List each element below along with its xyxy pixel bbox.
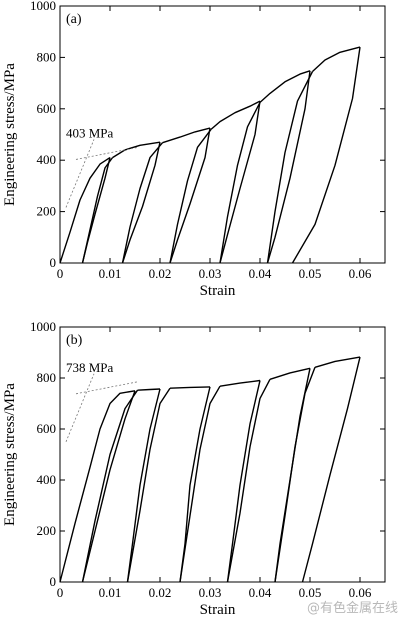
series-line-cycle-5-load [259, 70, 311, 103]
series-line-cycle-4-unload [226, 380, 261, 583]
panel-label: (b) [66, 333, 83, 348]
series-line-cycle-6-unload [291, 46, 361, 264]
x-tick-label: 0.04 [249, 266, 272, 281]
y-tick-label: 1000 [30, 0, 56, 13]
y-tick-label: 400 [37, 152, 57, 167]
series-line-cycle-1-load [59, 390, 136, 583]
x-tick-label: 0.03 [199, 585, 222, 600]
series-line-cycle-4-load [210, 100, 261, 130]
watermark: @有色金属在线 [307, 600, 398, 616]
y-tick-label: 200 [37, 204, 57, 219]
annotation-label: 403 MPa [66, 125, 114, 140]
annotation-line-2 [75, 147, 138, 160]
annotation-label: 738 MPa [66, 360, 114, 375]
panel-label: (a) [66, 12, 82, 27]
series-line-cycle-6-load [312, 46, 361, 73]
series-line-cycle-6-unload [301, 356, 361, 583]
x-tick-label: 0.05 [299, 585, 322, 600]
series-line-cycle-5-reload [266, 71, 314, 264]
panel-b: 0 0.01 0.02 0.03 0.04 0.05 0.06 0 200 400 600 800 10… [2, 319, 386, 618]
series-line-cycle-1-reload [81, 389, 139, 583]
series-line-cycle-2-reload [126, 387, 171, 583]
x-tick-label: 0.02 [149, 266, 172, 281]
x-tick-label: 0.04 [249, 585, 272, 600]
x-tick-label: 0.01 [99, 266, 122, 281]
series-line-cycle-5-unload [266, 70, 311, 264]
annotation-line-1 [65, 139, 95, 208]
y-tick-label: 0 [50, 574, 57, 589]
x-tick-label: 0.05 [299, 266, 322, 281]
x-axis-label: Strain [200, 283, 236, 299]
y-tick-label: 800 [37, 370, 57, 385]
series-line-cycle-3-load [169, 386, 211, 389]
x-tick-label: 0.06 [349, 266, 372, 281]
series-line-cycle-3-reload [169, 128, 212, 264]
panel-a: 0 0.01 0.02 0.03 0.04 0.05 0.06 0 200 400 600 800 10… [2, 0, 386, 299]
series-line-cycle-5-load [269, 367, 311, 380]
y-tick-label: 0 [50, 255, 57, 270]
series-line-cycle-2-unload [126, 388, 161, 583]
series-line-cycle-2-load [137, 388, 161, 391]
series-line-cycle-3-load [162, 127, 211, 144]
series-line-cycle-4-unload [219, 100, 261, 264]
annotation-line-2 [75, 381, 138, 395]
series-line-cycle-6-load [314, 356, 361, 368]
x-axis-label: Strain [200, 602, 236, 618]
series-line-cycle-4-load [219, 379, 261, 387]
y-tick-label: 200 [37, 523, 57, 538]
series-line-cycle-2-reload [121, 142, 164, 264]
x-tick-label: 0.03 [199, 266, 222, 281]
y-tick-label: 800 [37, 49, 57, 64]
y-tick-label: 600 [37, 421, 57, 436]
plot-frame [59, 326, 386, 583]
x-tick-label: 0.01 [99, 585, 122, 600]
annotation-line-1 [65, 373, 95, 442]
series-line-cycle-4-reload [226, 378, 271, 583]
y-tick-label: 1000 [30, 319, 56, 334]
series-line-cycle-3-reload [179, 385, 221, 583]
x-tick-label: 0.02 [149, 585, 172, 600]
y-tick-label: 600 [37, 101, 57, 116]
series-line-cycle-1-load [59, 157, 111, 264]
x-tick-label: 0.06 [349, 585, 372, 600]
y-tick-label: 400 [37, 472, 57, 487]
y-axis-label: Engineering stress/MPa [2, 63, 18, 206]
series-line-cycle-4-reload [219, 102, 261, 264]
x-tick-label: 0 [57, 266, 64, 281]
x-tick-label: 0 [57, 585, 64, 600]
plot-frame [59, 5, 386, 264]
y-axis-label: Engineering stress/MPa [2, 383, 18, 526]
series-line-cycle-3-unload [169, 127, 211, 264]
series-line-cycle-1-unload [81, 390, 136, 583]
series-line-cycle-5-reload [274, 367, 316, 583]
series-line-cycle-1-reload [81, 157, 114, 264]
series-line-cycle-2-load [112, 141, 161, 159]
series-line-cycle-2-unload [121, 142, 161, 264]
